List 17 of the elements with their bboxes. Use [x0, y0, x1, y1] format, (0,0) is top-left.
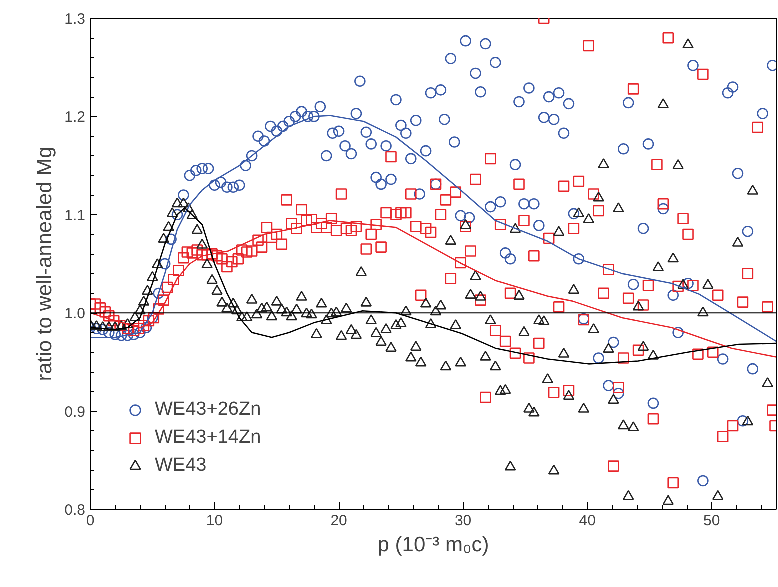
- y-tick-label: 0.8: [64, 502, 86, 519]
- legend-label: WE43+14Zn: [155, 427, 262, 449]
- y-tick-label: 1.1: [64, 207, 86, 224]
- x-tick-label: 40: [579, 512, 596, 530]
- y-tick-label: 1.2: [64, 109, 86, 126]
- x-tick-label: 10: [206, 512, 224, 530]
- legend-label: WE43+26Zn: [155, 399, 262, 421]
- y-tick-label: 1.3: [64, 11, 86, 28]
- y-tick-label: 0.9: [64, 404, 86, 421]
- legend-label: WE43: [155, 455, 207, 477]
- x-axis-title: p (10⁻³ m₀c): [378, 534, 490, 556]
- x-tick-label: 0: [86, 512, 95, 530]
- x-tick-label: 20: [330, 512, 348, 530]
- x-tick-label: 50: [704, 512, 720, 530]
- y-tick-label: 1.0: [64, 306, 86, 323]
- x-tick-label: 30: [454, 512, 472, 530]
- y-axis-title: ratio to well-annealed Mg: [34, 146, 57, 382]
